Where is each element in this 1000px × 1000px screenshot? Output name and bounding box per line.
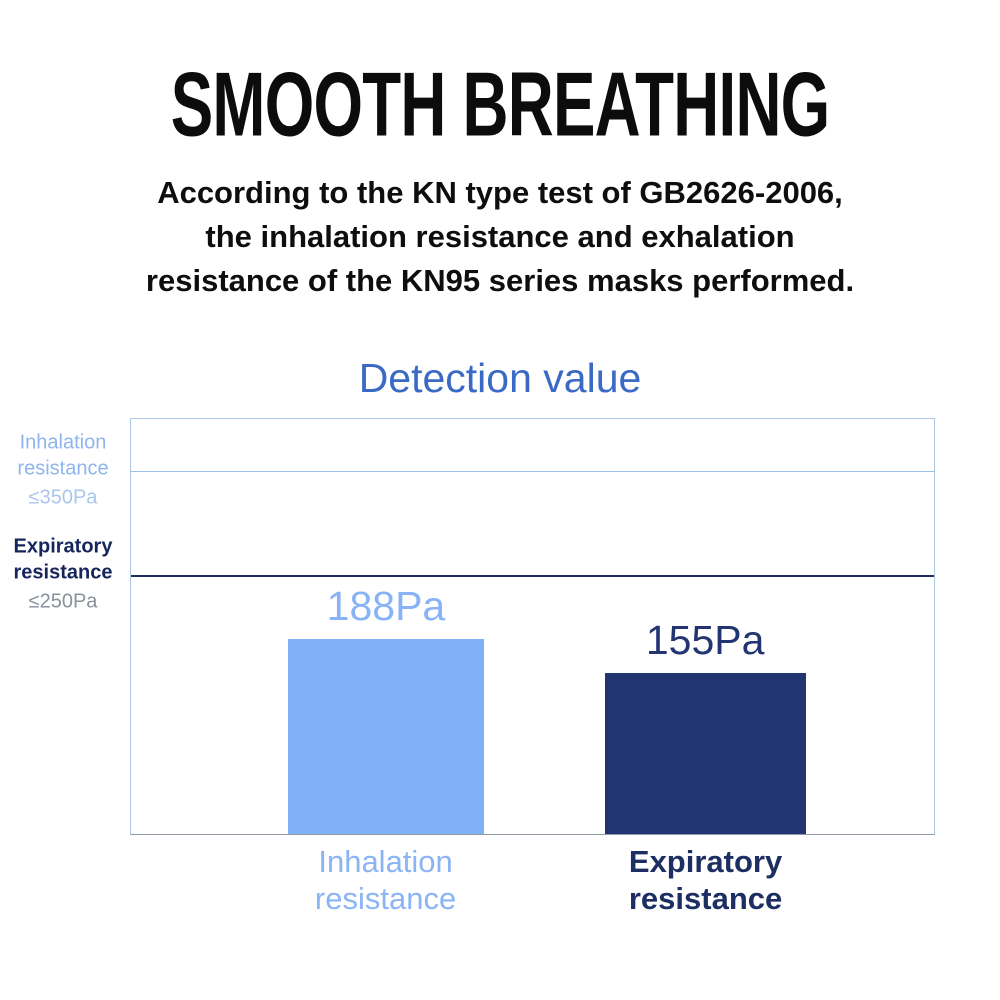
subtitle-line-2: the inhalation resistance and exhalation	[205, 219, 795, 255]
header: SMOOTH BREATHING According to the KN typ…	[0, 0, 1000, 303]
subtitle-line-3: resistance of the KN95 series masks perf…	[145, 263, 855, 299]
category-label-1-line-2: resistance	[628, 881, 783, 917]
subtitle: According to the KN type test of GB2626-…	[0, 171, 1000, 303]
ref-label-0-line-2: resistance	[17, 457, 109, 480]
ref-line-0	[131, 470, 934, 472]
bar-group-0: 188Pa	[287, 419, 485, 835]
bar-0	[287, 639, 485, 835]
chart-title: Detection value	[358, 355, 642, 402]
ref-limit-1: ≤250Pa	[28, 590, 98, 613]
chart-section: Detection value Inhalation resistance ≤3…	[0, 355, 1000, 935]
category-label-1-line-1: Expiratory	[628, 844, 783, 880]
page-title: SMOOTH BREATHING	[170, 54, 830, 156]
ref-limit-0: ≤350Pa	[28, 486, 98, 509]
bar-value-1: 155Pa	[645, 617, 765, 664]
bar-value-0: 188Pa	[326, 583, 446, 629]
ref-label-1-line-2: resistance	[13, 561, 113, 584]
ref-label-1-line-1: Expiratory	[13, 535, 113, 558]
category-label-0-line-1: Inhalation	[318, 844, 453, 880]
ref-line-1	[131, 574, 934, 577]
category-label-1: Expiratory resistance	[605, 843, 806, 917]
bar-group-1: 155Pa	[604, 419, 806, 835]
chart-area: Inhalation resistance ≤350Pa Expiratory …	[0, 418, 1000, 836]
plot-area: 188Pa 155Pa	[130, 418, 935, 836]
ref-label-group-1: Expiratory resistance ≤250Pa	[0, 534, 126, 615]
x-axis-labels: Inhalation resistance Expiratory resista…	[130, 835, 935, 935]
category-label-0: Inhalation resistance	[287, 843, 484, 917]
bar-1	[604, 673, 806, 835]
category-label-0-line-2: resistance	[314, 881, 457, 917]
subtitle-line-1: According to the KN type test of GB2626-…	[157, 175, 843, 210]
ref-label-group-0: Inhalation resistance ≤350Pa	[0, 430, 126, 511]
ref-label-0-line-1: Inhalation	[19, 431, 107, 454]
